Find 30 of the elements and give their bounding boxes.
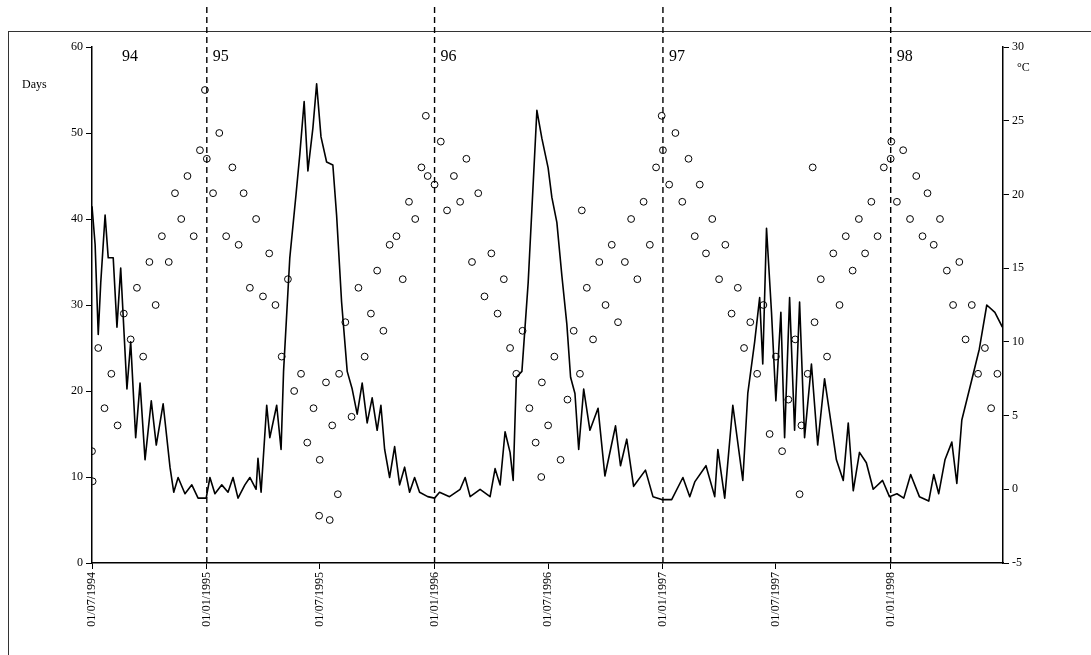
y2-tick-label: 0 <box>1012 481 1018 496</box>
y-tick-label: 20 <box>71 383 83 398</box>
y-tick-label: 60 <box>71 39 83 54</box>
y2-tick-label: 5 <box>1012 407 1018 422</box>
y-tick-label: 40 <box>71 211 83 226</box>
y2-tick-label: 30 <box>1012 39 1024 54</box>
y-tick-label: 10 <box>71 469 83 484</box>
y-tick-label: 0 <box>77 555 83 570</box>
y2-axis-title: °C <box>1017 60 1030 75</box>
y-axis-title: Days <box>22 77 47 92</box>
x-tick-label: 01/07/1997 <box>768 572 783 627</box>
y2-tick-label: 10 <box>1012 334 1024 349</box>
x-tick-label: 01/07/1996 <box>540 572 555 627</box>
y2-tick-label: -5 <box>1012 555 1022 570</box>
y-tick-label: 50 <box>71 125 83 140</box>
y-tick-label: 30 <box>71 297 83 312</box>
y2-tick-label: 25 <box>1012 112 1024 127</box>
x-tick-label: 01/01/1995 <box>198 572 213 627</box>
x-tick-label: 01/07/1995 <box>311 572 326 627</box>
ref-line-label: 95 <box>212 47 229 65</box>
ref-line-label: 98 <box>896 47 913 65</box>
x-tick-label: 01/01/1998 <box>882 572 897 627</box>
x-tick-label: 01/01/1996 <box>426 572 441 627</box>
ref-line-label: 96 <box>440 47 457 65</box>
x-tick-label: 01/01/1997 <box>655 572 670 627</box>
ref-line-label: 97 <box>668 47 685 65</box>
y2-tick-label: 20 <box>1012 186 1024 201</box>
y2-tick-label: 15 <box>1012 260 1024 275</box>
annotation: 94 <box>122 47 138 65</box>
x-tick-label: 01/07/1994 <box>84 572 99 627</box>
